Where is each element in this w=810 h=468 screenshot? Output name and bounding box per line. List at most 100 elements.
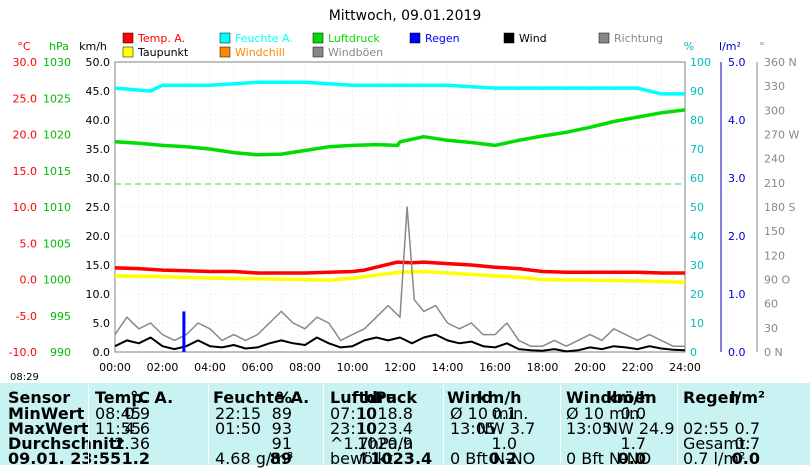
- x-tick-10: 20:00: [574, 361, 606, 374]
- table-cell-3-9: 0.0: [617, 449, 646, 468]
- axis-2-tick-7: 15.0: [86, 259, 111, 272]
- table-separator-3: [443, 383, 444, 465]
- rain-bar-0: [182, 311, 186, 352]
- x-tick-4: 08:00: [289, 361, 321, 374]
- table-cell-1-5: 1023.4: [357, 419, 413, 438]
- axis-5-tick-2: 300: [764, 104, 785, 117]
- axis-2-tick-4: 30.0: [86, 172, 111, 185]
- axis-5-tick-7: 150: [764, 225, 785, 238]
- x-tick-0: 00:00: [99, 361, 131, 374]
- table-cell-2-3: 91: [271, 434, 292, 453]
- legend-swatch-3: [409, 32, 421, 44]
- table-separator-2: [323, 383, 324, 465]
- axis-2-tick-1: 45.0: [86, 85, 111, 98]
- x-tick-6: 12:00: [384, 361, 416, 374]
- series-line-3: [114, 108, 686, 157]
- axis-3-tick-9: 10: [690, 317, 704, 330]
- table-cell-1-3: 93: [271, 419, 292, 438]
- axis-3-tick-6: 40: [690, 230, 704, 243]
- axis-0-tick-5: 5.0: [20, 237, 38, 250]
- table-cell-2-5: 1020.9: [357, 434, 413, 453]
- table-cell-0-7: 0.1: [491, 404, 517, 423]
- table-cell-2-4: ^1.7hPa/h: [330, 434, 414, 453]
- axis-title-2: km/h: [79, 40, 107, 53]
- table-header-2: °C: [130, 388, 150, 407]
- x-tick-2: 04:00: [194, 361, 226, 374]
- statistics-table: [0, 383, 810, 465]
- legend-label-4: Wind: [519, 32, 547, 45]
- axis-5-tick-4: 240: [764, 153, 785, 166]
- table-cell-0-4: 07:10: [330, 404, 377, 423]
- table-row-label-1: MaxWert: [8, 419, 89, 438]
- axis-4-tick-4: 1.0: [728, 288, 746, 301]
- axis-0-tick-1: 25.0: [13, 92, 38, 105]
- table-cell-0-0: 08:45: [95, 404, 142, 423]
- axis-2-tick-0: 50.0: [86, 56, 111, 69]
- table-cell-2-10: Gesamt:: [683, 434, 751, 453]
- table-cell-0-2: 22:15: [215, 404, 262, 423]
- axis-3-tick-3: 70: [690, 143, 704, 156]
- axis-1-tick-7: 995: [50, 310, 71, 323]
- table-cell-2-9: 1.7: [620, 434, 646, 453]
- axis-3-tick-2: 80: [690, 114, 704, 127]
- table-separator-5: [677, 383, 678, 465]
- axis-2-tick-6: 20.0: [86, 230, 111, 243]
- table-header-0: Sensor: [8, 388, 71, 407]
- series-line-2: [114, 80, 685, 96]
- legend-swatch-1: [219, 32, 231, 44]
- table-cell-1-2: 01:50: [215, 419, 262, 438]
- table-cell-0-8: Ø 10 min.: [566, 404, 645, 423]
- table-cell-1-0: 11:55: [95, 419, 142, 438]
- table-separator-0: [88, 383, 89, 465]
- legend-label-5: Richtung: [614, 32, 663, 45]
- legend-swatch-4: [503, 32, 515, 44]
- table-cell-3-1: 1.2: [121, 449, 150, 468]
- axis-1-tick-5: 1005: [43, 237, 71, 250]
- axis-title-5: °: [759, 40, 765, 53]
- axis-5-tick-11: 30: [764, 322, 778, 335]
- table-header-5: Luftdruck: [330, 388, 418, 407]
- table-cell-1-4: 23:10: [330, 419, 377, 438]
- axis-1-tick-2: 1020: [43, 129, 71, 142]
- table-cell-0-5: 1018.8: [357, 404, 413, 423]
- axis-0-tick-6: 0.0: [20, 274, 38, 287]
- axis-2-tick-5: 25.0: [86, 201, 111, 214]
- table-cell-2-1: 2.36: [114, 434, 150, 453]
- axis-2-tick-9: 5.0: [93, 317, 111, 330]
- table-cell-3-10: 0.7 l/m²: [683, 449, 746, 468]
- table-cell-3-5: ↑1023.4: [357, 449, 433, 468]
- legend-label-6: Taupunkt: [137, 46, 189, 59]
- axis-0-tick-8: -10.0: [9, 346, 37, 359]
- axis-3-tick-4: 60: [690, 172, 704, 185]
- legend-label-7: Windchill: [235, 46, 285, 59]
- axis-5-tick-0: 360 N: [764, 56, 797, 69]
- axis-5-tick-12: 0 N: [764, 346, 783, 359]
- x-tick-9: 18:00: [527, 361, 559, 374]
- table-cell-0-3: 89: [271, 404, 292, 423]
- axis-4-tick-5: 0.0: [728, 346, 746, 359]
- axis-3-tick-1: 90: [690, 85, 704, 98]
- axis-3-tick-7: 30: [690, 259, 704, 272]
- axis-2-tick-2: 40.0: [86, 114, 111, 127]
- axis-5-tick-6: 180 S: [764, 201, 795, 214]
- legend-swatch-2: [312, 32, 324, 44]
- table-header-12: l/m²: [730, 388, 766, 407]
- table-cell-0-9: 0.0: [620, 404, 646, 423]
- x-tick-7: 14:00: [432, 361, 464, 374]
- table-cell-0-1: 0.9: [124, 404, 150, 423]
- table-row-label-3: 09.01. 23:55: [8, 449, 122, 468]
- axis-5-tick-3: 270 W: [764, 129, 799, 142]
- axis-5-tick-5: 210: [764, 177, 785, 190]
- axis-title-0: °C: [17, 40, 31, 53]
- legend-swatch-8: [312, 46, 324, 58]
- sunrise-time-label: 08:29: [10, 372, 39, 383]
- legend-swatch-5: [598, 32, 610, 44]
- table-cell-2-11: 0.7: [734, 434, 760, 453]
- axis-1-tick-0: 1030: [43, 56, 71, 69]
- table-header-9: Windböen: [566, 388, 657, 407]
- axis-1-tick-3: 1015: [43, 165, 71, 178]
- legend-label-2: Luftdruck: [328, 32, 380, 45]
- series-line-0: [114, 260, 685, 275]
- axis-0-tick-0: 30.0: [13, 56, 38, 69]
- table-cell-1-11: 0.7: [734, 419, 760, 438]
